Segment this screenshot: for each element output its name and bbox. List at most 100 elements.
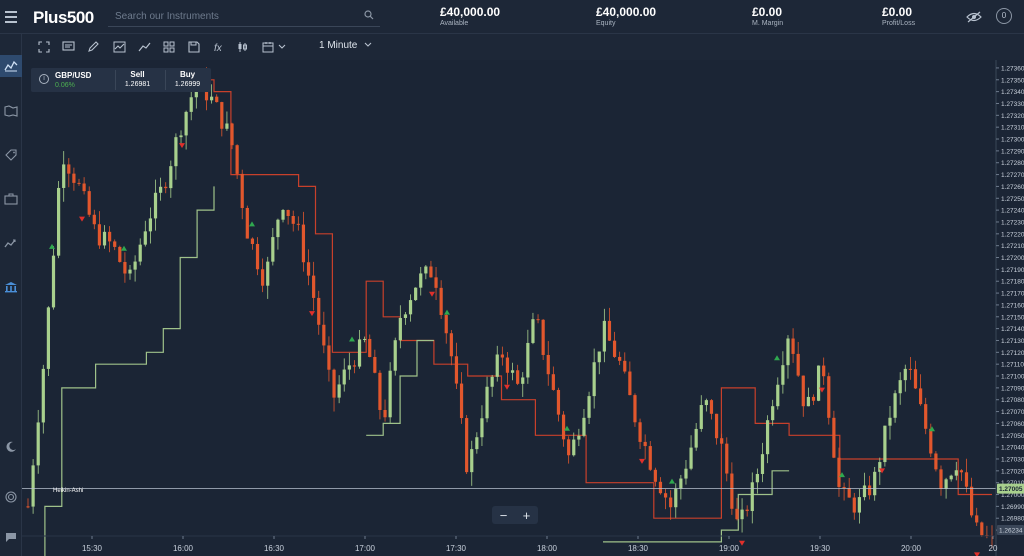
sell-button[interactable]: Sell 1.26981 — [115, 70, 159, 90]
candle-body — [510, 370, 515, 373]
sell-label: Sell — [130, 70, 145, 79]
indicators-button[interactable] — [136, 39, 152, 55]
price-chart[interactable]: 1.27360 1.27350 1.27340 1.27330 1.27320 1.273… — [22, 60, 1024, 556]
candle-body — [959, 470, 963, 473]
chat-button[interactable] — [0, 526, 22, 548]
candle-body — [240, 173, 244, 208]
y-tick-label: 1.27290 — [1001, 148, 1024, 155]
candle-body — [740, 509, 744, 520]
y-axis: 1.27360 1.27350 1.27340 1.27330 1.27320 1.273… — [995, 60, 1024, 556]
sidebar-item-charts[interactable] — [0, 55, 22, 77]
chart-type-button[interactable] — [111, 39, 127, 55]
buy-signal-arrow — [774, 355, 780, 361]
candle-body — [57, 187, 61, 256]
y-tick-label: 1.27090 — [1001, 385, 1024, 392]
theme-toggle[interactable] — [0, 436, 22, 458]
fullscreen-button[interactable] — [36, 39, 52, 55]
candle-body — [87, 191, 91, 215]
instrument-symbol[interactable]: GBP/USD — [55, 71, 92, 80]
sell-signal-arrow — [179, 143, 185, 149]
candle-body — [561, 414, 566, 440]
candle-body — [837, 457, 841, 487]
settings-button[interactable] — [0, 486, 22, 508]
candle-body — [964, 472, 969, 487]
y-tick-label: 1.27070 — [1001, 409, 1024, 416]
candle-body — [108, 231, 112, 242]
comment-icon — [61, 41, 75, 51]
function-button[interactable]: fx — [211, 39, 227, 55]
metric-value: £0.00 — [752, 5, 783, 19]
zoom-out-button[interactable]: − — [499, 507, 508, 523]
sidebar-item-portfolio[interactable] — [0, 188, 22, 210]
candle-body — [169, 166, 173, 189]
sidebar-item-trends[interactable] — [0, 232, 22, 254]
date-dropdown[interactable] — [274, 39, 290, 55]
sell-signal-arrow — [504, 384, 510, 390]
buy-signal-arrow — [929, 426, 935, 432]
candle-body — [383, 409, 387, 418]
y-tick-label: 1.27350 — [1001, 77, 1024, 84]
candle-body — [36, 422, 40, 466]
search-icon[interactable] — [364, 10, 374, 20]
metric-equity: £40,000.00 Equity — [596, 6, 656, 28]
layout-button[interactable] — [161, 39, 177, 55]
candle-body — [235, 145, 239, 174]
buy-signal-arrow — [249, 221, 255, 227]
y-tick-label: 1.27300 — [1001, 137, 1024, 144]
candle-body — [954, 470, 958, 476]
info-icon[interactable]: i — [39, 74, 49, 84]
y-tick-label: 1.27260 — [1001, 184, 1024, 191]
candle-body — [893, 393, 897, 418]
interval-selector[interactable]: 1 Minute — [319, 40, 372, 51]
annotation-button[interactable] — [60, 39, 76, 55]
sell-signal-arrow — [739, 540, 745, 546]
y-tick-label: 1.26980 — [1001, 516, 1024, 523]
y-tick-label: 1.27280 — [1001, 160, 1024, 167]
candle-body — [867, 485, 872, 496]
chart-background — [22, 60, 1024, 556]
candle-body — [643, 441, 647, 447]
zoom-in-button[interactable]: + — [522, 507, 531, 523]
candle-body — [276, 219, 280, 238]
candle-body — [301, 224, 306, 263]
hide-balance-icon[interactable] — [966, 10, 982, 24]
sidebar-item-tags[interactable] — [0, 144, 22, 166]
candle-body — [980, 522, 984, 536]
pencil-icon — [88, 41, 99, 52]
candle-button[interactable] — [234, 39, 250, 55]
notification-badge[interactable]: 0 — [996, 8, 1012, 24]
candle-body — [755, 473, 759, 483]
candle-body — [694, 428, 698, 448]
search-box[interactable] — [108, 5, 380, 27]
current-price-tag — [997, 483, 1024, 494]
buy-price: 1.26999 — [174, 81, 201, 88]
candle-body — [806, 396, 810, 407]
menu-icon[interactable] — [0, 0, 22, 34]
y-tick-label: 1.27020 — [1001, 468, 1024, 475]
candle-body — [704, 400, 708, 406]
candle-body — [220, 102, 224, 129]
sidebar-item-map[interactable] — [0, 100, 22, 122]
candle-body — [898, 380, 902, 394]
buy-button[interactable]: Buy 1.26999 — [165, 70, 209, 90]
candle-body — [873, 471, 877, 496]
search-input[interactable] — [108, 5, 358, 27]
y-tick-label: 1.27170 — [1001, 291, 1024, 298]
candle-body — [842, 486, 846, 488]
metric-label: Available — [440, 20, 469, 27]
candle-body — [903, 368, 907, 381]
candle-body — [225, 123, 229, 129]
save-button[interactable] — [186, 39, 202, 55]
candle-body — [623, 360, 627, 372]
logo[interactable]: Plus500 — [33, 8, 94, 28]
metric-value: £40,000.00 — [440, 5, 501, 19]
candle-body — [679, 478, 683, 489]
buy-signal-arrow — [444, 309, 450, 315]
y-tick-label: 1.27220 — [1001, 231, 1024, 238]
y-tick-label: 1.27110 — [1001, 362, 1024, 369]
sidebar-item-institution[interactable] — [0, 276, 22, 298]
candle-body — [403, 314, 408, 318]
candle-body — [602, 320, 606, 352]
draw-button[interactable] — [85, 39, 101, 55]
date-picker-button[interactable] — [260, 39, 276, 55]
